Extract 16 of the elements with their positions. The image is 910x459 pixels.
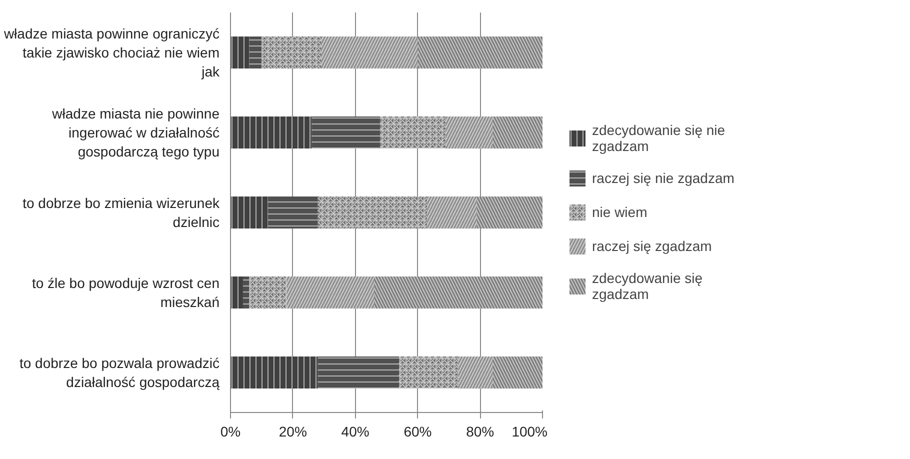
legend-label: raczej się nie zgadzam <box>592 170 734 186</box>
x-tick-label: 80% <box>466 424 494 440</box>
x-tick-label: 100% <box>512 424 548 440</box>
y-tick-label: władze miasta nie powinne ingerować w działalność gospodarczą tego typu <box>51 105 220 160</box>
y-tick-label: to źle bo powoduje wzrost cen mieszkań <box>32 274 220 310</box>
legend-label: zdecydowanie się nie zgadzam <box>592 122 726 154</box>
legend-label: zdecydowanie się zgadzam <box>592 270 703 302</box>
legend-label: raczej się zgadzam <box>592 238 712 254</box>
y-tick-label: to dobrze bo zmienia wizerunek dzielnic <box>22 194 220 230</box>
legend-label: nie wiem <box>592 204 648 220</box>
x-tick-label: 40% <box>341 424 370 440</box>
x-tick-label: 60% <box>404 424 432 440</box>
x-tick-label: 20% <box>278 424 307 440</box>
y-tick-label: władze miasta powinne ograniczyć takie zjawisko chociaż nie wiem jak <box>2 25 220 80</box>
x-tick-label: 0% <box>220 424 241 440</box>
y-tick-label: to dobrze bo pozwala prowadzić działalność gospodarczą <box>19 354 220 390</box>
